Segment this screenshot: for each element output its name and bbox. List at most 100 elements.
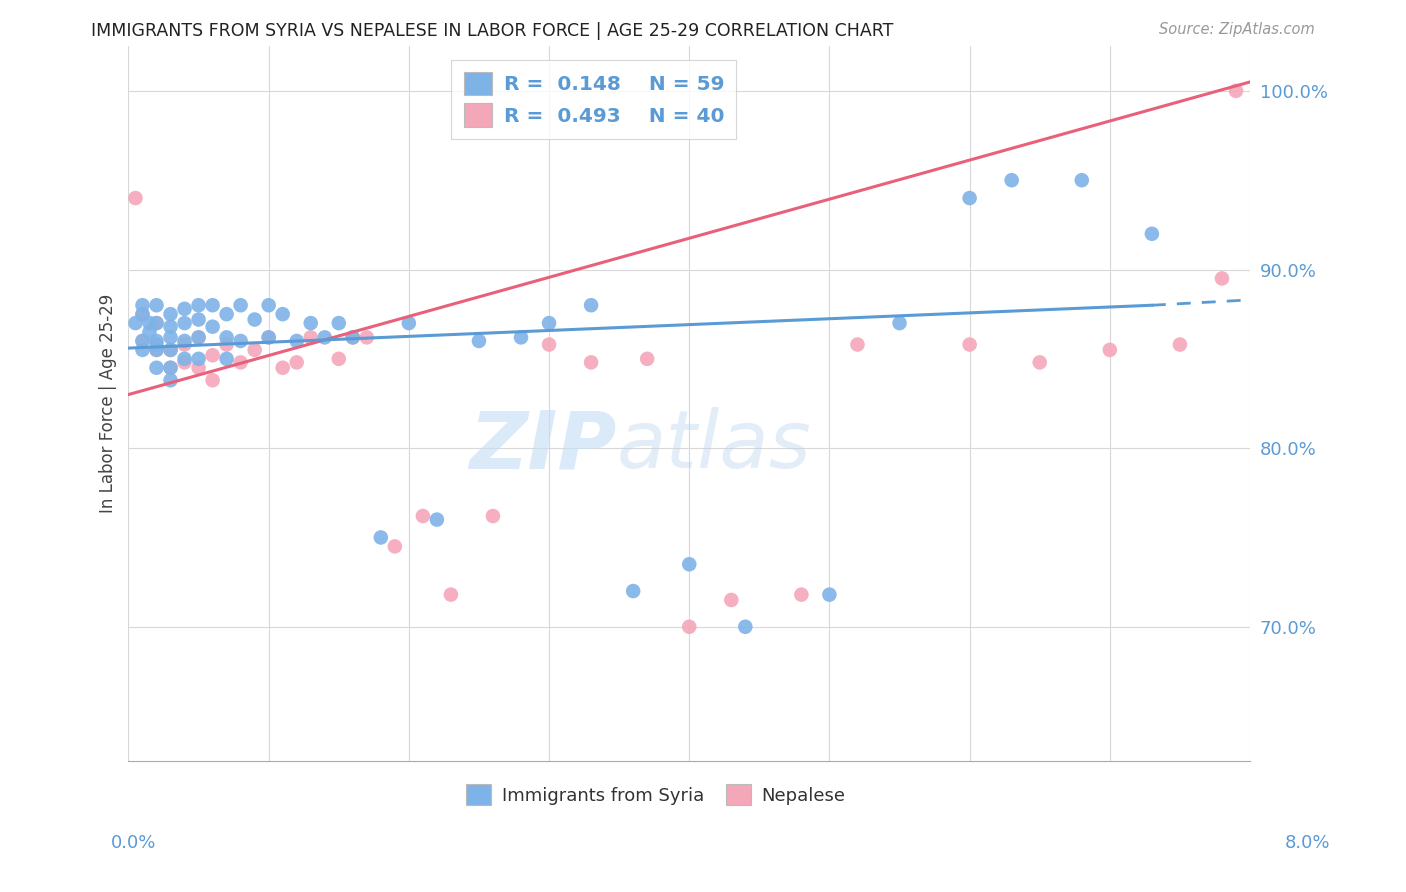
Point [846,337,869,351]
Point [1070,173,1092,187]
Point [201,298,224,312]
Point [124,316,146,330]
Point [538,337,561,351]
Point [328,316,350,330]
Point [720,593,742,607]
Point [1098,343,1121,357]
Point [173,316,195,330]
Point [889,316,911,330]
Point [510,330,533,344]
Point [285,334,308,348]
Point [145,360,167,375]
Point [257,330,280,344]
Point [328,351,350,366]
Point [173,351,195,366]
Point [124,191,146,205]
Point [579,298,602,312]
Point [538,316,561,330]
Point [215,337,238,351]
Point [257,330,280,344]
Point [398,316,420,330]
Point [131,334,153,348]
Y-axis label: In Labor Force | Age 25-29: In Labor Force | Age 25-29 [100,293,117,513]
Point [1001,173,1024,187]
Point [356,330,378,344]
Point [187,298,209,312]
Point [678,620,700,634]
Point [790,588,813,602]
Point [1028,355,1050,369]
Point [1140,227,1163,241]
Point [159,319,181,334]
Point [818,588,841,602]
Point [215,351,238,366]
Point [201,348,224,362]
Point [201,373,224,387]
Point [299,330,322,344]
Point [1168,337,1191,351]
Point [187,360,209,375]
Point [187,330,209,344]
Point [215,330,238,344]
Point [173,334,195,348]
Point [229,298,252,312]
Point [426,513,449,527]
Legend: Immigrants from Syria, Nepalese: Immigrants from Syria, Nepalese [458,777,853,813]
Point [159,330,181,344]
Point [271,360,294,375]
Point [173,355,195,369]
Point [159,343,181,357]
Point [440,588,463,602]
Point [138,316,160,330]
Point [229,334,252,348]
Text: IMMIGRANTS FROM SYRIA VS NEPALESE IN LABOR FORCE | AGE 25-29 CORRELATION CHART: IMMIGRANTS FROM SYRIA VS NEPALESE IN LAB… [91,22,894,40]
Text: 0.0%: 0.0% [111,834,156,852]
Point [243,312,266,326]
Point [145,298,167,312]
Point [734,620,756,634]
Point [229,355,252,369]
Point [145,334,167,348]
Point [159,360,181,375]
Point [187,312,209,326]
Point [959,337,981,351]
Point [131,307,153,321]
Text: atlas: atlas [616,408,811,485]
Point [145,343,167,357]
Point [131,334,153,348]
Point [482,508,505,523]
Point [131,307,153,321]
Point [285,355,308,369]
Point [159,360,181,375]
Point [131,343,153,357]
Text: 8.0%: 8.0% [1285,834,1330,852]
Point [131,298,153,312]
Point [384,540,406,554]
Point [138,325,160,339]
Point [1211,271,1233,285]
Point [412,508,434,523]
Text: ZIP: ZIP [470,408,616,485]
Point [370,531,392,545]
Point [187,351,209,366]
Text: Source: ZipAtlas.com: Source: ZipAtlas.com [1159,22,1315,37]
Point [159,343,181,357]
Point [468,334,491,348]
Point [145,316,167,330]
Point [342,330,364,344]
Point [145,316,167,330]
Point [173,301,195,316]
Point [959,191,981,205]
Point [159,307,181,321]
Point [678,558,700,572]
Point [271,307,294,321]
Point [299,316,322,330]
Point [243,343,266,357]
Point [579,355,602,369]
Point [187,330,209,344]
Point [621,584,644,599]
Point [342,330,364,344]
Point [145,343,167,357]
Point [145,337,167,351]
Point [173,337,195,351]
